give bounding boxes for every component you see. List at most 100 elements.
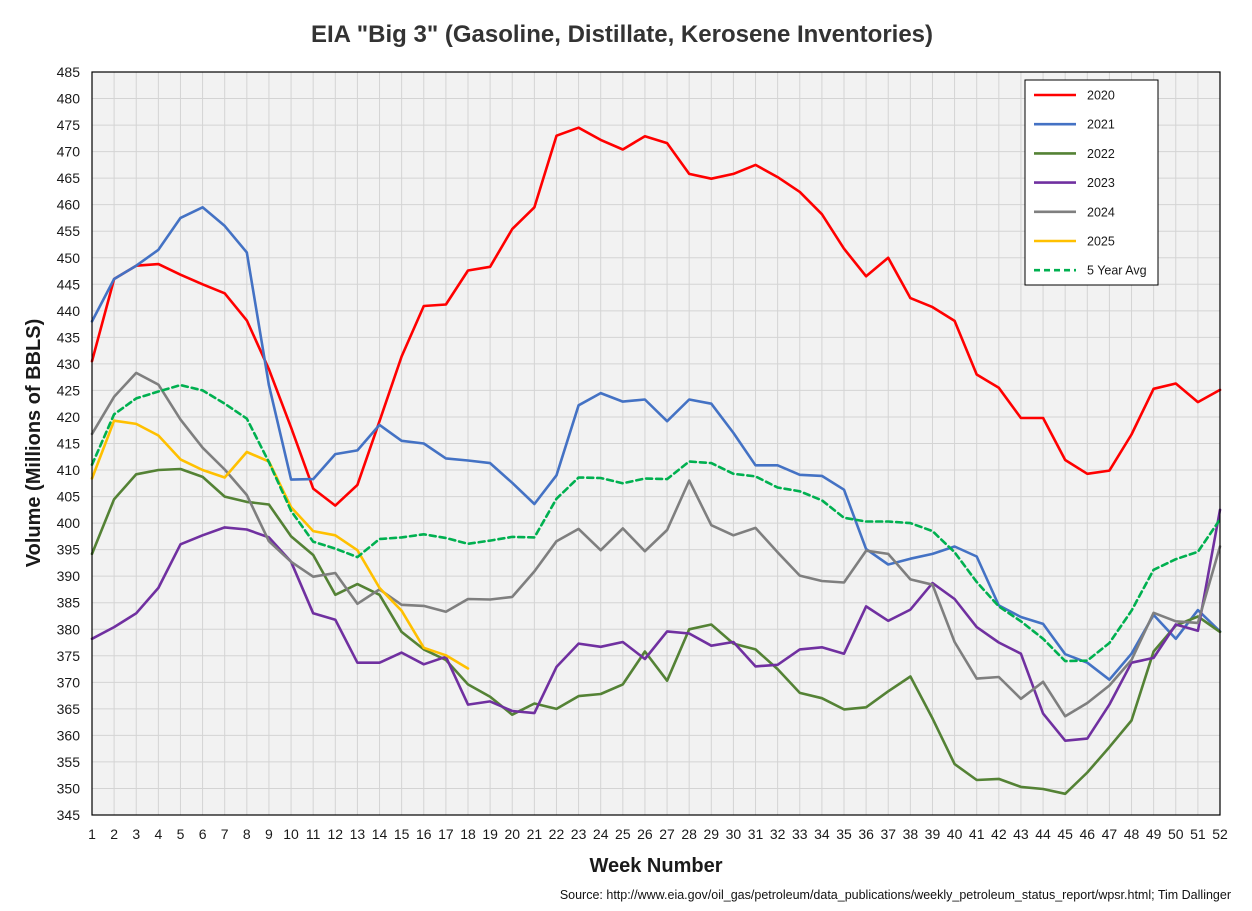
y-tick-label: 445	[57, 276, 81, 292]
legend-label: 2020	[1087, 89, 1115, 103]
y-tick-label: 360	[57, 727, 81, 743]
x-tick-label: 5	[177, 826, 185, 842]
y-tick-label: 405	[57, 489, 81, 505]
x-tick-label: 7	[221, 826, 229, 842]
y-tick-label: 370	[57, 674, 81, 690]
series-line-2024	[90, 371, 1222, 718]
y-tick-label: 460	[57, 197, 81, 213]
x-tick-label: 15	[394, 826, 410, 842]
x-tick-label: 52	[1212, 826, 1228, 842]
legend: 2020 2021 2022 2023 2024 2025 5 Year Avg	[1024, 79, 1159, 286]
x-tick-label: 40	[947, 826, 963, 842]
y-axis-ticks: 345 350 355 360 365 370 375 380 385 390 395 400 405 4…	[57, 64, 81, 823]
x-tick-label: 22	[549, 826, 565, 842]
x-tick-label: 28	[681, 826, 697, 842]
x-tick-label: 44	[1035, 826, 1051, 842]
x-tick-label: 25	[615, 826, 631, 842]
legend-label: 2021	[1087, 118, 1115, 132]
x-tick-label: 46	[1080, 826, 1096, 842]
y-tick-label: 350	[57, 780, 81, 796]
x-tick-label: 4	[154, 826, 162, 842]
x-tick-label: 51	[1190, 826, 1206, 842]
y-tick-label: 390	[57, 568, 81, 584]
y-tick-label: 480	[57, 91, 81, 107]
x-tick-label: 11	[306, 826, 321, 842]
x-tick-label: 35	[836, 826, 852, 842]
x-tick-label: 38	[903, 826, 919, 842]
y-tick-label: 355	[57, 754, 81, 770]
y-tick-label: 465	[57, 170, 81, 186]
series-line-5-year-avg	[90, 383, 1222, 663]
y-tick-label: 470	[57, 144, 81, 160]
legend-label: 5 Year Avg	[1087, 264, 1147, 278]
legend-label: 2024	[1087, 205, 1115, 219]
y-tick-label: 430	[57, 356, 81, 372]
x-tick-label: 19	[482, 826, 498, 842]
x-tick-label: 50	[1168, 826, 1184, 842]
source-note: Source: http://www.eia.gov/oil_gas/petro…	[560, 888, 1231, 902]
x-tick-label: 9	[265, 826, 273, 842]
legend-label: 2023	[1087, 176, 1115, 190]
x-tick-label: 16	[416, 826, 432, 842]
series-line-2023	[90, 508, 1222, 743]
y-tick-label: 485	[57, 64, 81, 80]
x-tick-label: 33	[792, 826, 808, 842]
x-tick-label: 41	[969, 826, 985, 842]
x-tick-label: 27	[659, 826, 675, 842]
x-tick-label: 29	[704, 826, 720, 842]
series-lines	[90, 126, 1222, 796]
x-tick-label: 3	[132, 826, 140, 842]
y-tick-label: 385	[57, 595, 81, 611]
x-tick-label: 6	[199, 826, 207, 842]
x-tick-label: 18	[460, 826, 476, 842]
y-tick-label: 435	[57, 329, 81, 345]
x-tick-label: 32	[770, 826, 786, 842]
series-line-2020	[90, 126, 1222, 507]
y-axis-label: Volume (Millions of BBLS)	[23, 319, 45, 568]
x-tick-label: 21	[527, 826, 543, 842]
y-tick-label: 440	[57, 303, 81, 319]
series-line-2021	[90, 206, 1222, 682]
y-tick-label: 365	[57, 701, 81, 717]
y-tick-label: 475	[57, 117, 81, 133]
x-tick-label: 30	[726, 826, 742, 842]
x-tick-label: 17	[438, 826, 454, 842]
x-tick-label: 49	[1146, 826, 1162, 842]
x-tick-label: 45	[1057, 826, 1073, 842]
plot-border	[91, 71, 1221, 816]
x-tick-label: 37	[880, 826, 896, 842]
y-tick-label: 395	[57, 542, 81, 558]
x-tick-label: 24	[593, 826, 609, 842]
x-tick-label: 10	[283, 826, 299, 842]
y-tick-label: 420	[57, 409, 81, 425]
x-tick-label: 47	[1102, 826, 1118, 842]
y-tick-label: 415	[57, 436, 81, 452]
x-tick-label: 42	[991, 826, 1007, 842]
x-tick-label: 26	[637, 826, 653, 842]
x-tick-label: 36	[858, 826, 874, 842]
x-axis-label: Week Number	[589, 855, 722, 877]
y-tick-label: 410	[57, 462, 81, 478]
x-tick-label: 31	[748, 826, 764, 842]
x-tick-label: 39	[925, 826, 941, 842]
y-tick-label: 450	[57, 250, 81, 266]
y-tick-label: 380	[57, 621, 81, 637]
y-tick-label: 425	[57, 382, 81, 398]
x-tick-label: 34	[814, 826, 830, 842]
legend-label: 2025	[1087, 235, 1115, 249]
x-tick-label: 48	[1124, 826, 1140, 842]
x-tick-label: 2	[110, 826, 118, 842]
x-tick-label: 43	[1013, 826, 1029, 842]
y-tick-label: 455	[57, 223, 81, 239]
legend-label: 2022	[1087, 147, 1115, 161]
series-line-2022	[90, 467, 1222, 796]
x-tick-label: 1	[88, 826, 96, 842]
y-tick-label: 400	[57, 515, 81, 531]
y-tick-label: 375	[57, 648, 81, 664]
x-tick-label: 12	[328, 826, 344, 842]
x-axis-ticks: 1 2 3 4 5 6 7 8 9 10 11 12 13 14 15 16 17 18 19 20 21 22 23 24 2…	[88, 826, 1228, 842]
x-tick-label: 23	[571, 826, 587, 842]
x-tick-label: 8	[243, 826, 251, 842]
y-tick-label: 345	[57, 807, 81, 823]
